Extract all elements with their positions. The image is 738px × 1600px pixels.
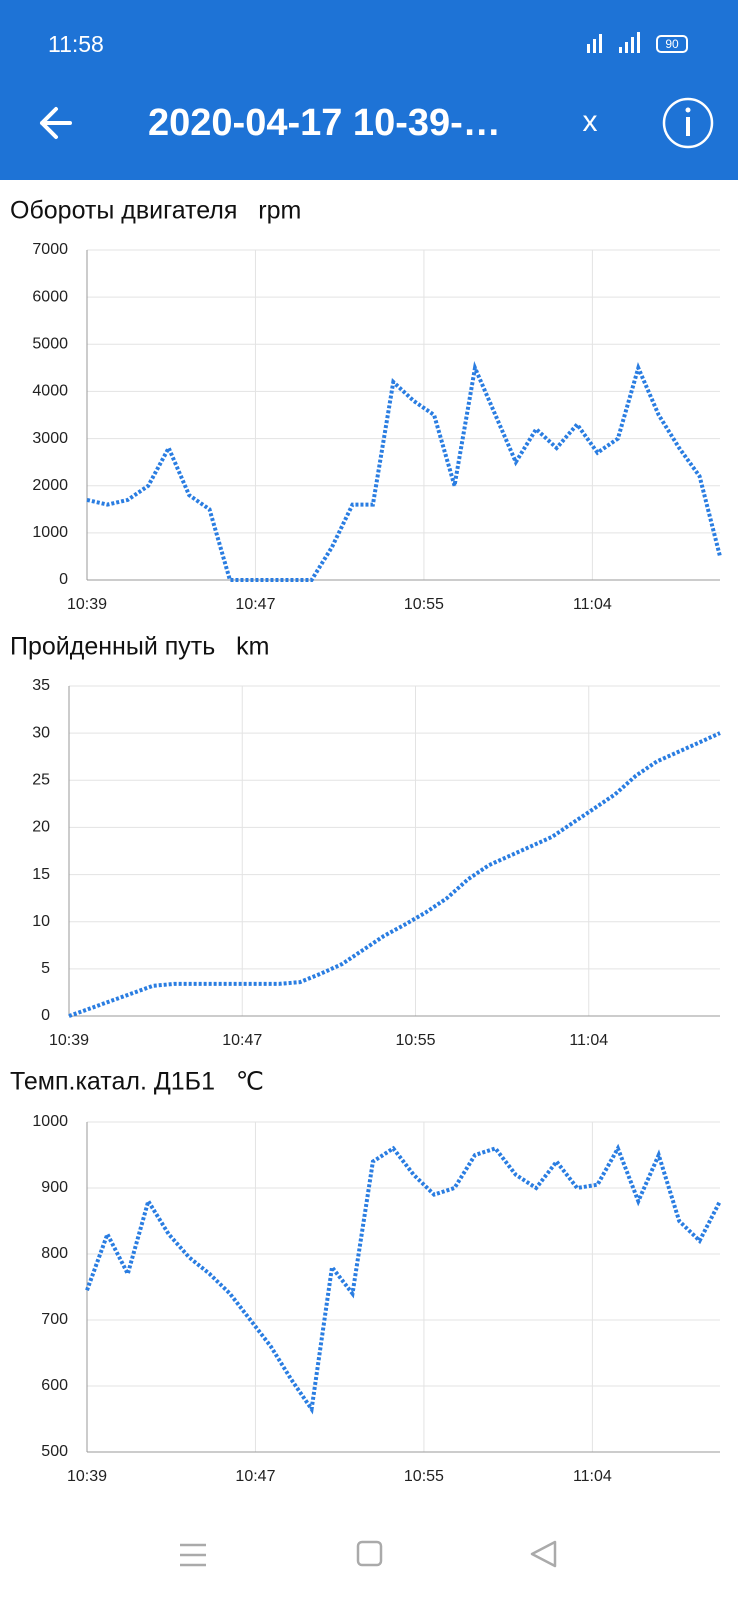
back-button[interactable] [40, 107, 72, 139]
close-button[interactable]: x [583, 105, 598, 138]
y-tick-label: 0 [41, 1007, 50, 1024]
y-tick-label: 5 [41, 960, 50, 977]
y-tick-label: 35 [32, 677, 50, 694]
y-tick-label: 0 [59, 571, 68, 588]
y-tick-label: 500 [41, 1443, 68, 1460]
chart-title: Темп.катал. Д1Б1 ℃ [10, 1068, 264, 1096]
content-bg [0, 180, 738, 1600]
y-tick-label: 5000 [32, 336, 68, 353]
chart-title: Обороты двигателя rpm [10, 197, 301, 225]
y-tick-label: 1000 [32, 1113, 68, 1130]
data-line [86, 360, 722, 582]
battery-icon [656, 35, 688, 53]
y-tick-label: 10 [32, 913, 50, 930]
data-line [85, 1143, 722, 1415]
x-tick-label: 11:04 [569, 1032, 608, 1049]
x-tick-label: 11:04 [573, 596, 612, 613]
header-title: 2020-04-17 10-39-… [148, 102, 501, 144]
nav-back[interactable] [530, 1540, 557, 1568]
y-tick-label: 700 [41, 1311, 68, 1328]
y-tick-label: 3000 [32, 430, 68, 447]
y-tick-label: 15 [32, 866, 50, 883]
signal-icons [587, 32, 640, 53]
app-bar [0, 0, 738, 180]
y-tick-label: 25 [32, 772, 50, 789]
nav-menu[interactable] [180, 1543, 206, 1567]
x-tick-label: 10:39 [67, 1468, 107, 1485]
y-tick-label: 30 [32, 724, 50, 741]
y-tick-label: 1000 [32, 524, 68, 541]
info-button[interactable] [662, 97, 714, 149]
y-tick-label: 800 [41, 1245, 68, 1262]
data-line [68, 731, 721, 1018]
y-tick-label: 900 [41, 1179, 68, 1196]
y-tick-label: 4000 [32, 383, 68, 400]
battery-level: 90 [665, 37, 679, 51]
y-tick-label: 6000 [32, 288, 68, 305]
x-tick-label: 10:55 [404, 596, 444, 613]
x-tick-label: 10:39 [49, 1032, 89, 1049]
y-tick-label: 20 [32, 819, 50, 836]
nav-home[interactable] [356, 1540, 383, 1567]
y-tick-label: 7000 [32, 241, 68, 258]
x-tick-label: 10:55 [404, 1468, 444, 1485]
x-tick-label: 10:47 [222, 1032, 262, 1049]
status-time: 11:58 [48, 31, 104, 57]
y-tick-label: 2000 [32, 477, 68, 494]
chart-title: Пройденный путь km [10, 633, 269, 661]
x-tick-label: 10:55 [395, 1032, 435, 1049]
x-tick-label: 11:04 [573, 1468, 612, 1485]
x-tick-label: 10:47 [235, 596, 275, 613]
y-tick-label: 600 [41, 1377, 68, 1394]
x-tick-label: 10:39 [67, 596, 107, 613]
x-tick-label: 10:47 [235, 1468, 275, 1485]
nav-bar [180, 1540, 557, 1568]
